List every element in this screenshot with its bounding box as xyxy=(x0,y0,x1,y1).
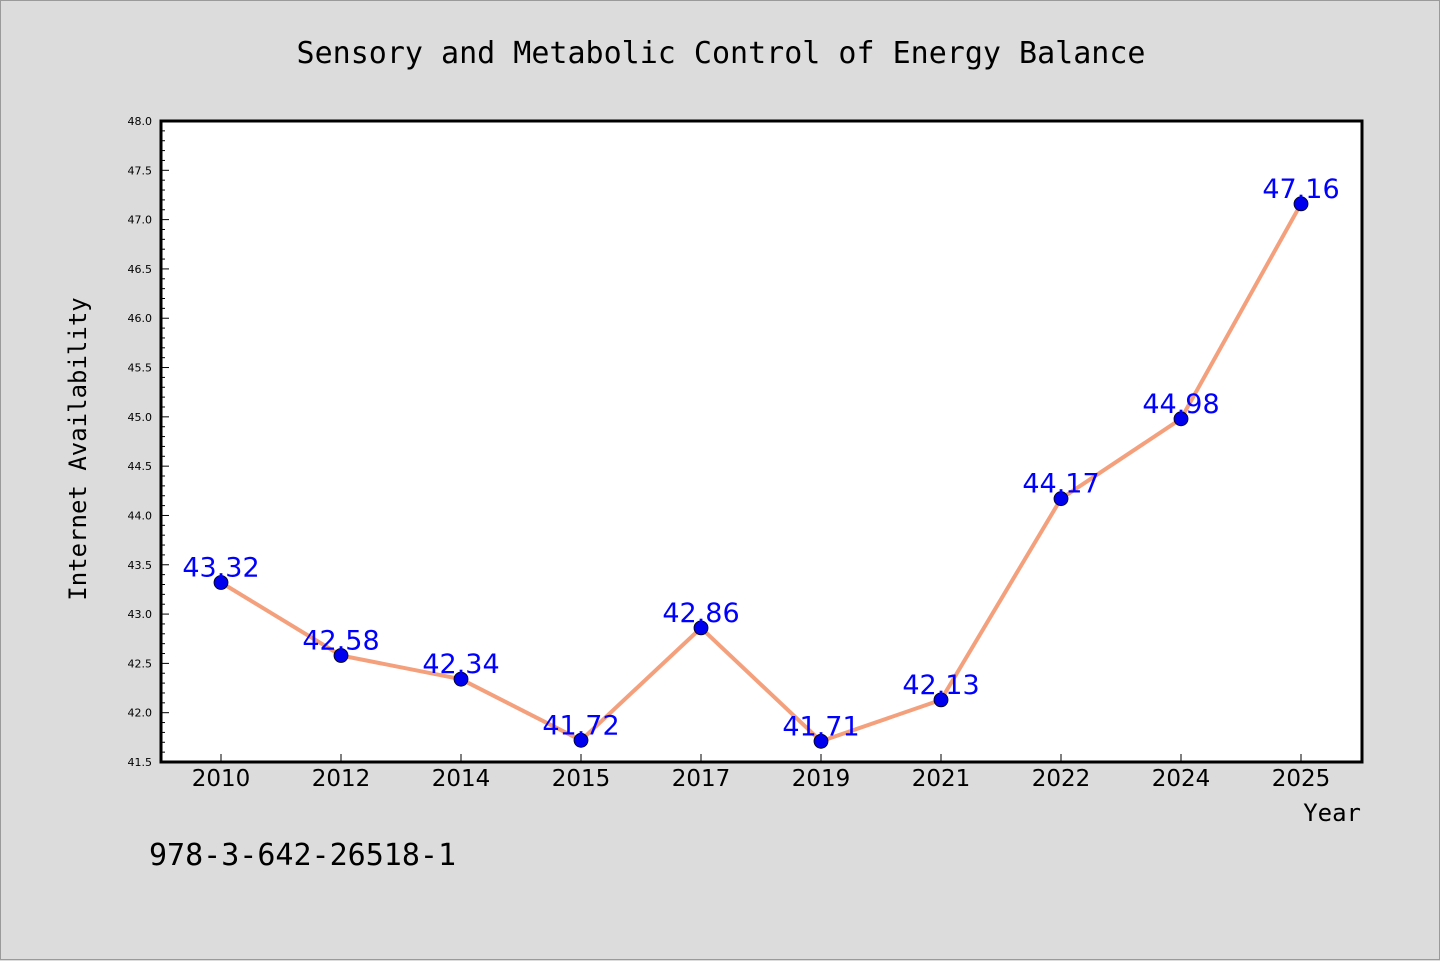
y-tick-label: 43.0 xyxy=(128,608,153,621)
data-point xyxy=(1293,196,1309,212)
data-point xyxy=(1053,491,1069,507)
y-tick-label: 46.0 xyxy=(128,312,153,325)
data-point xyxy=(453,671,469,687)
data-point xyxy=(813,733,829,749)
data-label: 43.32 xyxy=(182,553,259,584)
x-tick-label: 2024 xyxy=(1152,766,1211,792)
series-line xyxy=(219,201,1303,744)
y-tick-label: 41.5 xyxy=(128,756,153,769)
x-tick-label: 2022 xyxy=(1032,766,1091,792)
y-tick-label: 43.5 xyxy=(128,559,153,572)
data-point xyxy=(933,692,949,708)
y-axis-label: Internet Availability xyxy=(64,297,92,600)
data-label: 42.34 xyxy=(422,649,499,680)
x-axis-label: Year xyxy=(1303,799,1361,827)
plot-area xyxy=(159,119,1364,764)
x-tick-label: 2017 xyxy=(672,766,731,792)
data-point xyxy=(213,575,229,590)
x-tick-label: 2014 xyxy=(432,766,491,792)
y-tick-label: 44.5 xyxy=(128,460,153,473)
data-label: 42.86 xyxy=(662,598,739,629)
isbn-text: 978-3-642-26518-1 xyxy=(149,838,456,873)
chart-title: Sensory and Metabolic Control of Energy … xyxy=(297,36,1146,71)
y-tick-label: 42.0 xyxy=(128,707,153,720)
data-label: 44.17 xyxy=(1022,469,1099,500)
marker-group xyxy=(213,196,1309,749)
data-label: 47.16 xyxy=(1262,174,1339,205)
y-tick-label: 48.0 xyxy=(128,115,153,128)
x-tick-label: 2015 xyxy=(552,766,611,792)
x-axis: 2010 2012 2014 2015 2017 2019 2021 2022 2024 2025 xyxy=(192,754,1331,792)
y-tick-label: 42.5 xyxy=(128,657,153,670)
y-tick-label: 47.0 xyxy=(128,214,153,227)
series-line-group xyxy=(219,201,1303,744)
y-tick-label: 45.5 xyxy=(128,362,153,375)
data-label: 41.72 xyxy=(542,710,619,741)
data-point xyxy=(573,732,589,748)
data-point xyxy=(333,648,349,663)
y-tick-label: 45.0 xyxy=(128,411,153,424)
y-tick-label: 44.0 xyxy=(128,509,153,522)
data-label: 44.98 xyxy=(1142,389,1219,420)
data-point xyxy=(693,620,709,636)
x-tick-label: 2012 xyxy=(312,766,371,792)
x-tick-label: 2021 xyxy=(912,766,971,792)
data-label-group: 43.32 42.58 42.34 41.72 42.86 41.71 42.13 44.17… xyxy=(182,174,1339,742)
data-label: 42.13 xyxy=(902,670,979,701)
data-point xyxy=(1173,411,1189,427)
x-tick-label: 2019 xyxy=(792,766,851,792)
data-label: 42.58 xyxy=(302,625,379,656)
x-tick-label: 2010 xyxy=(192,766,251,792)
y-axis: 41.5 42.0 42.5 43.0 43.5 44.0 44.5 45.0 45.5 46.0… xyxy=(128,115,169,769)
data-label: 41.71 xyxy=(782,711,859,742)
y-tick-label: 46.5 xyxy=(128,263,153,276)
y-tick-label: 47.5 xyxy=(128,164,153,177)
x-tick-label: 2025 xyxy=(1272,766,1331,792)
